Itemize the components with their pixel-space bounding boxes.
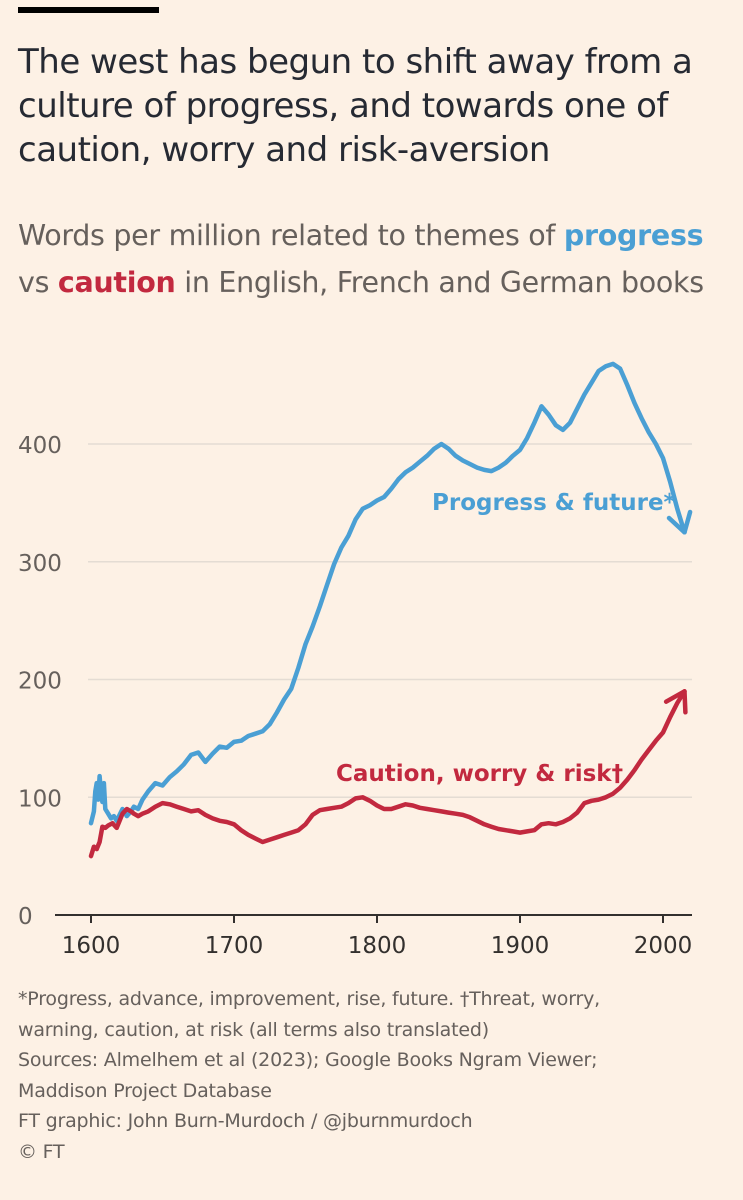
y-tick-label-400: 400 (18, 433, 62, 459)
line-chart: 0 100 200 300 400 1600 1700 1800 1900 2000 Progr… (18, 361, 693, 959)
x-tick-label-1700: 1700 (205, 933, 264, 959)
series-labels: Progress & future* Caution, worry & risk† (336, 490, 676, 787)
x-tick-label-1800: 1800 (348, 933, 407, 959)
footnote-sources-2: Maddison Project Database (18, 1079, 272, 1102)
series-label-0: Progress & future* (432, 490, 676, 516)
subtitle-prefix: Words per million related to themes of (18, 219, 556, 252)
y-tick-label-300: 300 (18, 551, 62, 577)
footnote-definitions-2: warning, caution, at risk (all terms als… (18, 1018, 489, 1041)
x-tick-label-2000: 2000 (634, 933, 693, 959)
series-lines (88, 361, 693, 859)
chart-title: The west has begun to shift away from a … (18, 42, 693, 170)
series-line-0 (88, 361, 687, 826)
series-arrowhead-0 (666, 509, 693, 535)
series-line-1 (88, 689, 687, 859)
footnote-copyright: © FT (18, 1140, 65, 1163)
subtitle-vs: vs (18, 266, 50, 299)
x-tick-label-1600: 1600 (62, 933, 121, 959)
x-tick-label-1900: 1900 (491, 933, 550, 959)
footnotes: *Progress, advance, improvement, rise, f… (18, 984, 733, 1167)
series-arrowhead-1 (663, 689, 688, 715)
footnote-credit: FT graphic: John Burn-Murdoch / @jburnmu… (18, 1110, 473, 1132)
y-tick-label-200: 200 (18, 669, 62, 695)
series-label-1: Caution, worry & risk† (336, 761, 623, 787)
y-tick-label-0: 0 (18, 904, 33, 930)
subtitle-suffix: in English, French and German books (184, 266, 704, 299)
ft-brand-bar (18, 7, 159, 13)
x-axis: 1600 1700 1800 1900 2000 (55, 914, 693, 959)
y-axis-ticks: 0 100 200 300 400 (18, 433, 62, 930)
footnote-sources-1: Sources: Almelhem et al (2023); Google B… (18, 1049, 598, 1071)
subtitle-progress-keyword: progress (563, 219, 704, 252)
subtitle-caution-keyword: caution (57, 266, 176, 299)
gridlines (88, 443, 692, 798)
footnote-definitions-1: *Progress, advance, improvement, rise, f… (18, 988, 600, 1010)
chart-subtitle: Words per million related to themes of p… (18, 212, 733, 306)
y-tick-label-100: 100 (18, 786, 62, 812)
